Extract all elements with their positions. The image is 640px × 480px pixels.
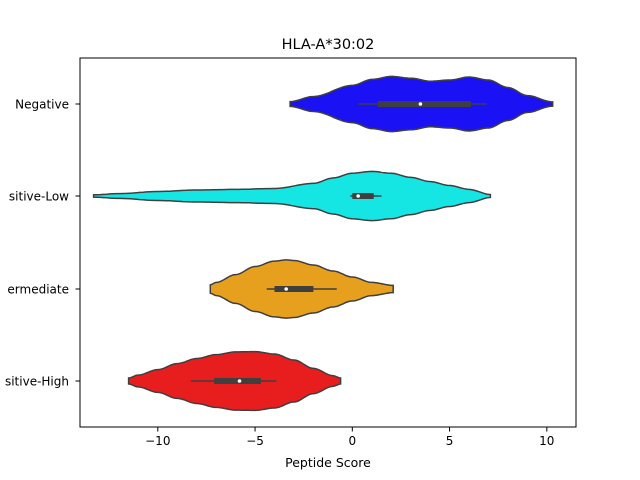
median-dot-positive-low: [356, 194, 360, 198]
y-tick-label: sitive-High: [5, 375, 69, 389]
x-tick-label: 5: [446, 434, 454, 448]
y-tick-label: ermediate: [7, 283, 69, 297]
y-tick-label: sitive-Low: [9, 190, 69, 204]
x-tick-label: 10: [539, 434, 554, 448]
chart-title: HLA-A*30:02: [282, 37, 375, 53]
iqr-box-negative: [377, 101, 471, 107]
plot-frame: [79, 57, 577, 428]
x-tick-label: 0: [348, 434, 356, 448]
iqr-box-positive-low: [352, 193, 374, 199]
x-axis-label: Peptide Score: [285, 455, 371, 470]
violins-group: [92, 75, 554, 412]
iqr-box-intermediate: [274, 286, 314, 292]
x-tick-label: −10: [145, 434, 170, 448]
y-tick-label: Negative: [15, 98, 69, 112]
x-tick-label: −5: [246, 434, 264, 448]
y-axis: Negative sitive-Low ermediate sitive-High: [5, 98, 80, 389]
violin-positive-low: [92, 170, 492, 222]
median-dot-negative: [418, 102, 423, 106]
median-dot-positive-high: [237, 379, 242, 383]
median-dot-intermediate: [284, 287, 288, 291]
x-axis: −10 −5 0 5 10: [145, 427, 554, 448]
iqr-box-positive-high: [214, 378, 261, 384]
